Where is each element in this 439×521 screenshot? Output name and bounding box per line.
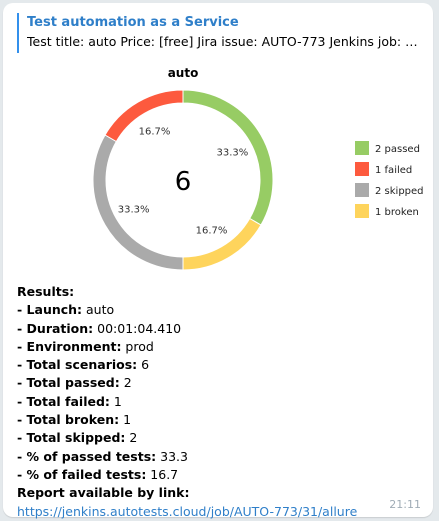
result-value: 2 [119, 375, 132, 391]
result-label: - % of failed tests: [17, 466, 147, 482]
reply-title: Test automation as a Service [27, 15, 239, 30]
legend-entry: 2 passed [375, 144, 420, 155]
result-label: - Launch: [17, 302, 83, 318]
legend-entry: 1 broken [375, 207, 419, 218]
results-heading: Results: [17, 284, 75, 299]
result-label: - Total broken: [17, 412, 120, 428]
result-value: 1 [109, 393, 122, 409]
slice-percent-label: 33.3% [118, 205, 150, 216]
result-label: - Total scenarios: [17, 357, 138, 373]
result-label: - Total skipped: [17, 430, 126, 446]
result-row: - Total skipped: 2 [17, 429, 417, 447]
legend-swatch [355, 183, 369, 197]
slice-percent-label: 16.7% [196, 225, 228, 236]
result-row: - Total passed: 2 [17, 374, 417, 392]
slice-percent-label: 33.3% [216, 148, 248, 159]
result-value: 33.3 [156, 448, 188, 464]
result-row: - % of failed tests: 16.7 [17, 466, 417, 484]
legend-swatch [355, 141, 369, 155]
result-label: - Total failed: [17, 393, 110, 409]
result-row: - Environment: prod [17, 338, 417, 356]
result-row: - Duration: 00:01:04.410 [17, 320, 417, 338]
donut-chart: auto 33.3% 16.7% 33.3% 16.7% 6 2 passed 1 faile… [13, 59, 433, 279]
chart-center-total: 6 [175, 167, 192, 197]
result-label: - Environment: [17, 338, 122, 354]
result-value: prod [121, 338, 154, 354]
result-value: auto [82, 302, 115, 318]
result-value: 2 [125, 430, 138, 446]
result-row: - Launch: auto [17, 301, 417, 319]
chart-title: auto [168, 66, 199, 80]
result-row: - Total broken: 1 [17, 411, 417, 429]
legend-entry: 1 failed [375, 165, 412, 176]
report-link[interactable]: https://jenkins.autotests.cloud/job/AUTO… [17, 503, 358, 519]
donut-slice [92, 134, 184, 271]
message-bubble: Test automation as a Service Test title:… [3, 3, 433, 519]
results-block: Results: - Launch: auto - Duration: 00:0… [17, 283, 417, 521]
result-value: 16.7 [146, 466, 179, 482]
reply-text: Test title: auto Price: [free] Jira issu… [27, 34, 425, 49]
result-row: - Total scenarios: 6 [17, 356, 417, 374]
donut-chart-svg: auto 33.3% 16.7% 33.3% 16.7% 6 2 passed 1 faile… [92, 66, 424, 271]
result-row: - % of passed tests: 33.3 [17, 448, 417, 466]
legend-swatch [355, 204, 369, 218]
legend-entry: 2 skipped [375, 186, 424, 197]
result-value: 6 [137, 357, 150, 373]
result-row: - Total failed: 1 [17, 393, 417, 411]
result-label: - Duration: [17, 320, 94, 336]
report-heading: Report available by link: [17, 485, 190, 501]
slice-percent-label: 16.7% [139, 127, 171, 138]
donut-slice [104, 89, 184, 143]
reply-preview[interactable]: Test automation as a Service Test title:… [17, 13, 425, 53]
result-label: - Total passed: [17, 375, 120, 391]
result-value: 1 [119, 412, 132, 428]
message-time: 21:11 [389, 498, 421, 511]
result-label: - % of passed tests: [17, 448, 157, 464]
legend-swatch [355, 162, 369, 176]
result-value: 00:01:04.410 [93, 320, 182, 336]
